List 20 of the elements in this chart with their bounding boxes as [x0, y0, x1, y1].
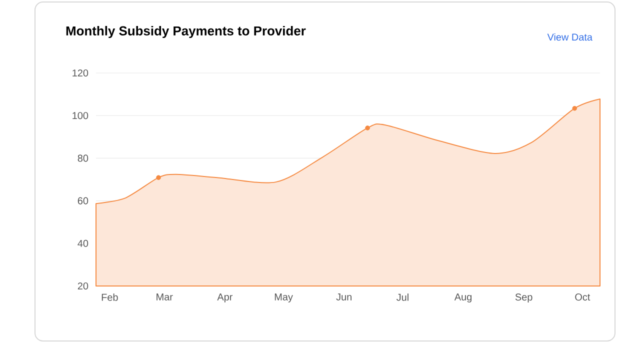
y-tick-label: 60 — [78, 197, 88, 204]
y-tick-label: 120 — [72, 69, 88, 77]
x-tick-label: Jul — [396, 294, 408, 301]
x-tick-label: Jun — [336, 294, 352, 300]
y-tick-label: 40 — [78, 240, 88, 247]
chart-title: Monthly Subsidy Payments to Provider — [66, 26, 306, 38]
x-tick-label: Aug — [454, 294, 472, 302]
x-tick-label: Mar — [156, 294, 173, 300]
y-tick-label: 20 — [78, 282, 88, 290]
x-tick-label: Oct — [575, 294, 590, 301]
point — [365, 126, 370, 130]
text: View Data — [547, 33, 592, 41]
point — [156, 175, 161, 180]
point — [572, 106, 578, 111]
y-tick-label: 80 — [78, 154, 88, 162]
y-tick-label: 100 — [72, 112, 88, 120]
x-tick-label: Sep — [515, 294, 532, 303]
x-tick-label: Feb — [102, 294, 118, 301]
x-tick-label: May — [274, 294, 293, 302]
x-tick-label: Apr — [217, 294, 233, 302]
